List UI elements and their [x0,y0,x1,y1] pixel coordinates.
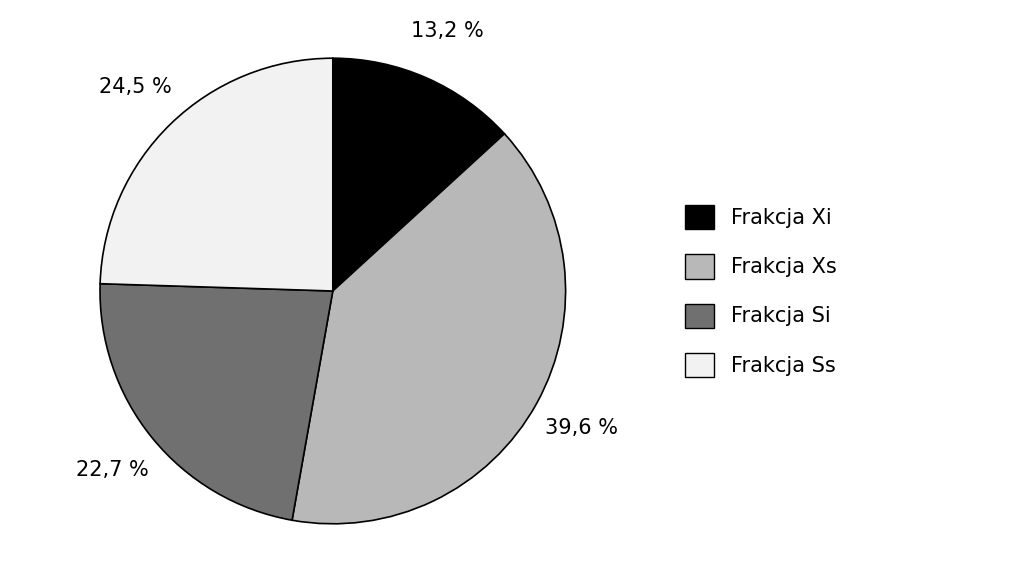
Legend: Frakcja Xi, Frakcja Xs, Frakcja Si, Frakcja Ss: Frakcja Xi, Frakcja Xs, Frakcja Si, Frak… [675,195,847,387]
Text: 22,7 %: 22,7 % [76,460,148,480]
Wedge shape [100,283,333,520]
Text: 24,5 %: 24,5 % [98,77,172,97]
Text: 39,6 %: 39,6 % [545,418,618,438]
Text: 13,2 %: 13,2 % [411,21,483,41]
Wedge shape [333,58,505,291]
Wedge shape [100,58,333,291]
Wedge shape [292,134,565,524]
